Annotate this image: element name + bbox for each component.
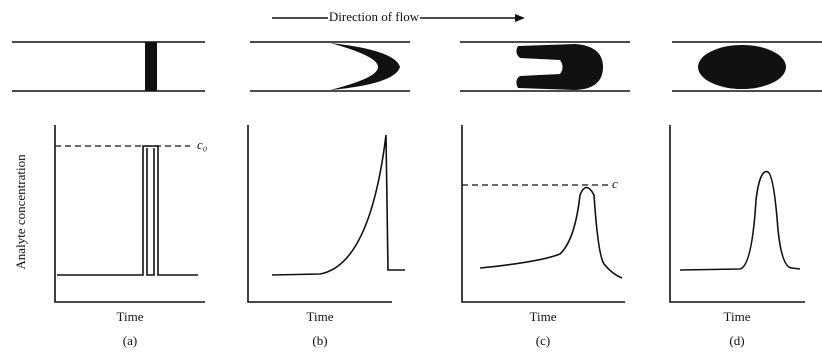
tubes bbox=[12, 41, 822, 92]
time-label: Time bbox=[307, 309, 334, 324]
caption: (c) bbox=[536, 333, 550, 348]
y-axis-label: Analyte concentration bbox=[13, 154, 28, 270]
curve bbox=[271, 134, 405, 276]
caption: (d) bbox=[729, 333, 744, 348]
flow-label: Direction of flow bbox=[329, 9, 420, 24]
axes bbox=[54, 125, 205, 303]
axes bbox=[669, 125, 805, 303]
level-label: c₀ bbox=[197, 137, 207, 152]
analyte-parabolic bbox=[330, 43, 400, 90]
caption: (a) bbox=[123, 333, 137, 348]
curve bbox=[679, 170, 801, 271]
time-label: Time bbox=[117, 309, 144, 324]
time-label: Time bbox=[724, 309, 751, 324]
analyte-zone bbox=[516, 44, 603, 90]
analyte-ellipse bbox=[698, 45, 786, 89]
curve-inner bbox=[146, 148, 155, 276]
time-label: Time bbox=[530, 309, 557, 324]
analyte-plug bbox=[145, 42, 157, 91]
arrow-head bbox=[515, 14, 525, 22]
axes bbox=[461, 125, 625, 303]
axes bbox=[247, 125, 392, 303]
plots bbox=[54, 125, 805, 303]
caption: (b) bbox=[312, 333, 327, 348]
level-label: c bbox=[612, 176, 618, 191]
curve bbox=[57, 145, 198, 276]
curve bbox=[479, 186, 623, 279]
